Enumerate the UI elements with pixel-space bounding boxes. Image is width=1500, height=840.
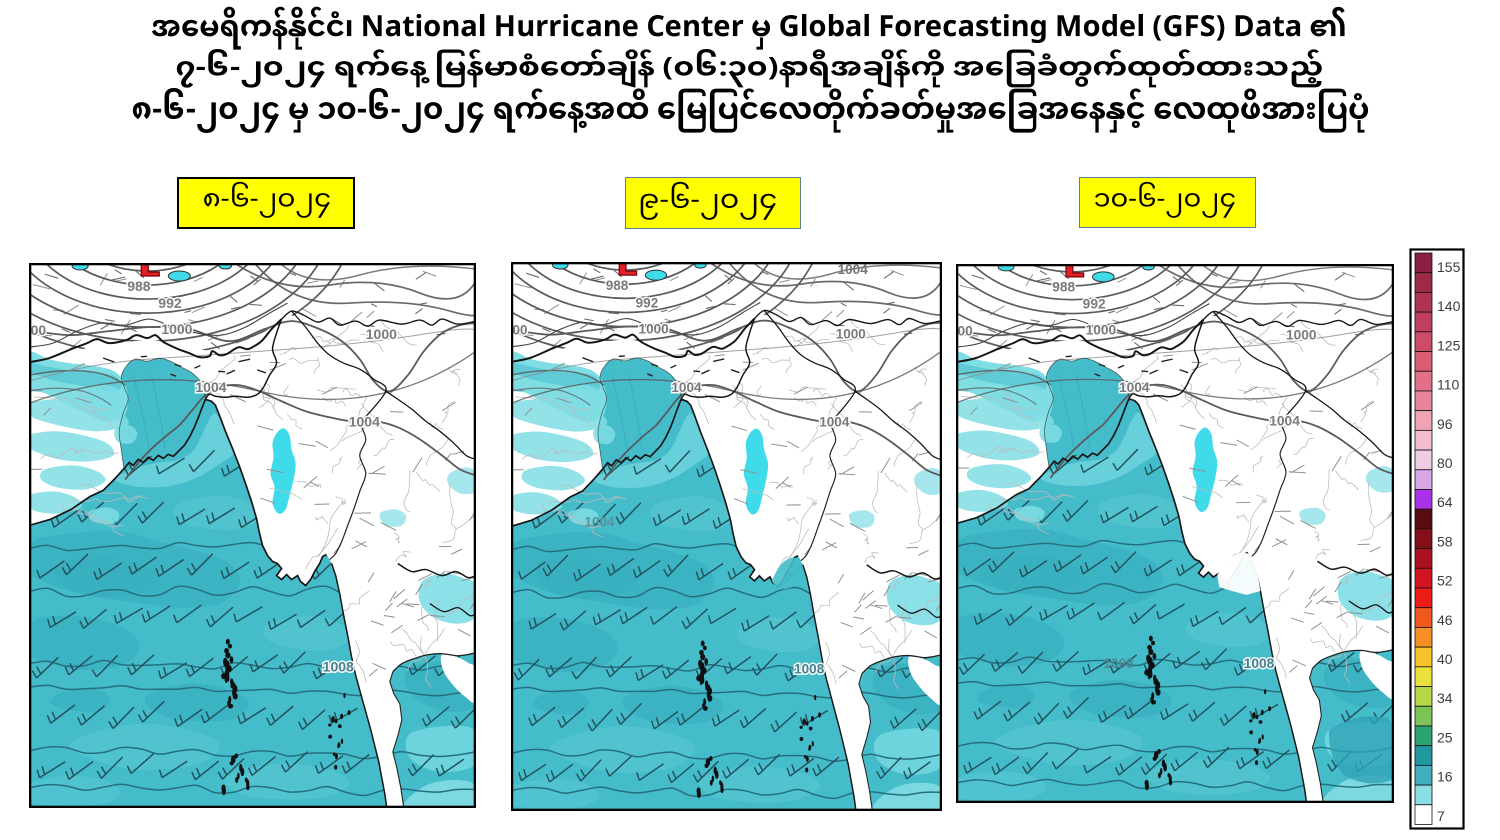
svg-text:1004: 1004 bbox=[838, 262, 868, 277]
svg-text:16: 16 bbox=[1437, 769, 1453, 785]
svg-text:1008: 1008 bbox=[1103, 655, 1134, 671]
svg-text:7: 7 bbox=[1437, 808, 1445, 824]
svg-text:25: 25 bbox=[1437, 729, 1453, 745]
svg-text:125: 125 bbox=[1437, 337, 1461, 353]
svg-text:58: 58 bbox=[1437, 533, 1453, 549]
svg-text:46: 46 bbox=[1437, 612, 1453, 628]
svg-text:96: 96 bbox=[1437, 416, 1453, 432]
svg-text:34: 34 bbox=[1437, 690, 1453, 706]
svg-text:40: 40 bbox=[1437, 651, 1453, 667]
svg-text:110: 110 bbox=[1437, 377, 1460, 393]
svg-text:52: 52 bbox=[1437, 573, 1453, 589]
svg-text:80: 80 bbox=[1437, 455, 1453, 471]
svg-text:155: 155 bbox=[1437, 259, 1461, 275]
svg-text:1004: 1004 bbox=[584, 513, 614, 529]
svg-text:64: 64 bbox=[1437, 494, 1453, 510]
svg-text:140: 140 bbox=[1437, 298, 1461, 314]
